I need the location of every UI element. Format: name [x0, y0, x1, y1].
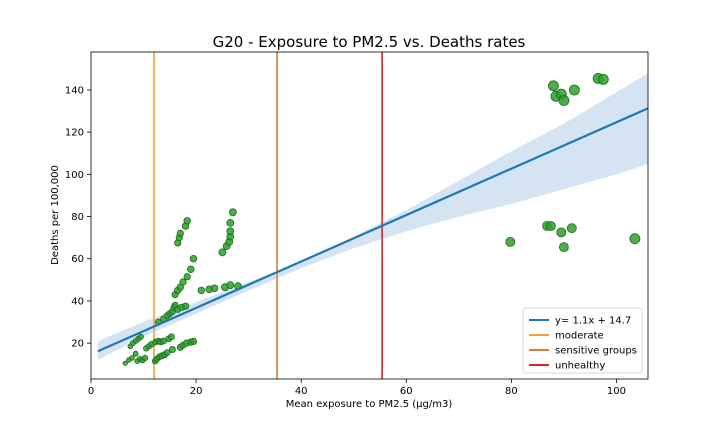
- data-point: [187, 265, 195, 273]
- legend-entry-moderate-label: moderate: [555, 331, 604, 342]
- data-point: [176, 229, 184, 237]
- data-point: [226, 281, 235, 290]
- legend: y= 1.1x + 14.7 moderate sensitive groups un…: [522, 307, 643, 374]
- y-tick-label: 140: [65, 85, 84, 96]
- data-point: [163, 349, 171, 357]
- data-point: [545, 221, 556, 231]
- data-point: [218, 248, 227, 257]
- data-point: [566, 223, 577, 234]
- data-point: [167, 333, 175, 341]
- data-point: [168, 345, 176, 353]
- data-point: [548, 80, 559, 92]
- data-point: [569, 84, 580, 96]
- data-point: [228, 208, 237, 217]
- data-point: [597, 74, 609, 85]
- y-tick-label: 20: [71, 339, 84, 350]
- data-point: [189, 255, 198, 263]
- data-point: [558, 95, 570, 106]
- data-point: [142, 354, 149, 361]
- legend-entry-fit-label: y= 1.1x + 14.7: [555, 316, 631, 327]
- y-tick-label: 120: [65, 128, 84, 139]
- y-tick-label: 80: [71, 212, 84, 223]
- legend-box: [522, 307, 643, 374]
- data-point: [226, 227, 235, 236]
- y-tick-label: 40: [71, 296, 84, 307]
- data-point: [629, 233, 641, 245]
- data-point: [183, 273, 191, 281]
- plot-area: [97, 52, 648, 379]
- data-point: [556, 227, 567, 238]
- axes: 0 20 40 60 80 100 20 40 60 80 100 120 140: [65, 51, 649, 397]
- y-axis-title: Deaths per 100,000: [50, 165, 61, 265]
- regression-line: [97, 107, 648, 353]
- data-point: [179, 278, 187, 286]
- data-point: [210, 284, 219, 293]
- data-point: [559, 242, 569, 253]
- x-tick-label: 0: [88, 386, 94, 397]
- data-point: [505, 236, 516, 247]
- data-point: [122, 360, 128, 366]
- data-point: [226, 218, 235, 227]
- data-point: [129, 355, 135, 361]
- plot-clipped-group: [97, 52, 648, 379]
- x-tick-label: 60: [400, 386, 413, 397]
- y-tick-label: 60: [71, 254, 84, 265]
- legend-entry-sensitive-groups-label: sensitive groups: [555, 346, 637, 357]
- x-tick-label: 100: [607, 386, 626, 397]
- data-point: [132, 350, 139, 357]
- axes-frame: [90, 51, 649, 380]
- x-axis-title: Mean exposure to PM2.5 (µg/m3): [286, 399, 453, 410]
- data-point: [137, 333, 144, 340]
- data-point: [189, 337, 198, 345]
- y-tick-label: 100: [65, 170, 84, 181]
- data-point: [183, 217, 191, 225]
- legend-entry-unhealthy-label: unhealthy: [555, 361, 605, 372]
- x-tick-label: 80: [505, 386, 518, 397]
- chart-title: G20 - Exposure to PM2.5 vs. Deaths rates: [213, 33, 526, 51]
- data-point: [197, 286, 205, 295]
- data-point: [182, 302, 190, 310]
- x-tick-label: 40: [295, 386, 308, 397]
- x-tick-label: 20: [190, 386, 203, 397]
